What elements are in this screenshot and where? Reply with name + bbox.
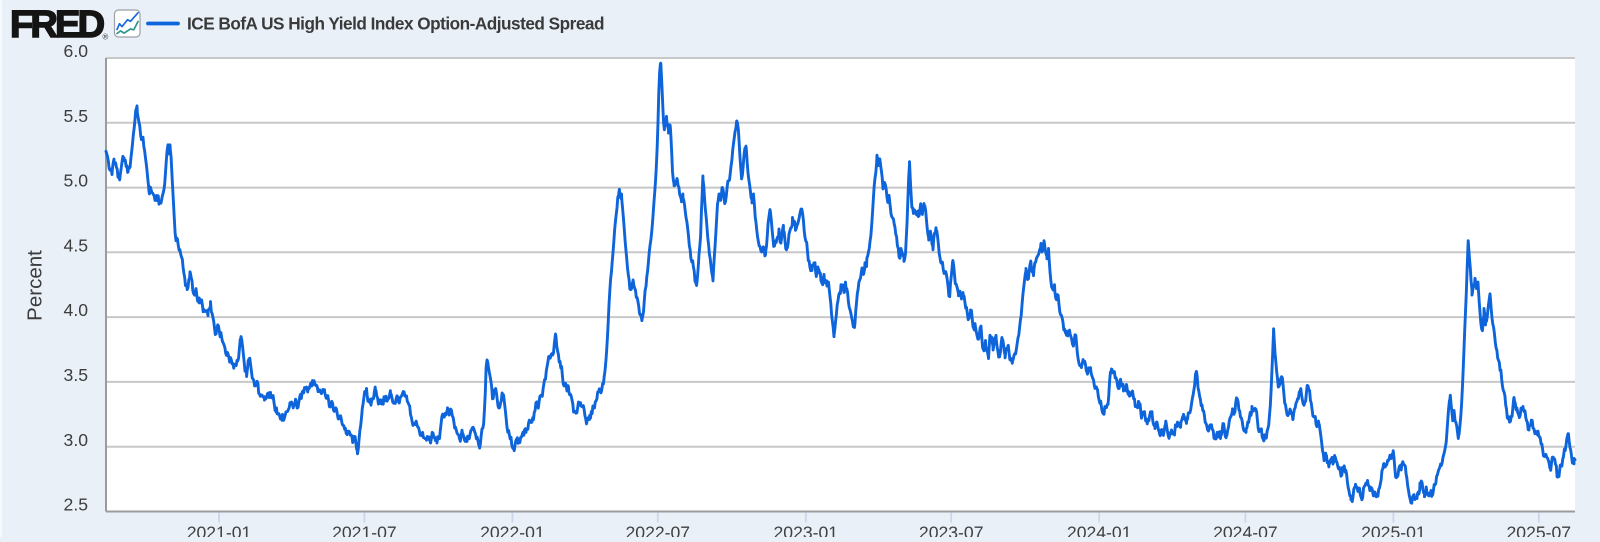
svg-text:2024-01: 2024-01 [1067,523,1132,538]
svg-text:Percent: Percent [24,250,47,321]
svg-text:2023-07: 2023-07 [919,523,984,538]
svg-text:5.0: 5.0 [64,171,89,191]
svg-text:2022-01: 2022-01 [480,523,545,538]
svg-text:2025-01: 2025-01 [1361,523,1426,538]
svg-text:®: ® [103,33,109,42]
svg-text:4.5: 4.5 [64,235,89,255]
svg-text:2025-07: 2025-07 [1507,523,1572,538]
svg-text:2022-07: 2022-07 [626,523,691,538]
svg-text:2021-07: 2021-07 [332,523,397,538]
svg-text:FRED: FRED [10,4,104,46]
svg-text:2023-01: 2023-01 [774,523,839,538]
svg-text:2.5: 2.5 [64,495,89,515]
svg-text:2021-01: 2021-01 [187,523,252,538]
svg-text:3.0: 3.0 [64,430,89,450]
svg-text:5.5: 5.5 [64,106,89,126]
svg-text:6.0: 6.0 [64,41,89,61]
svg-text:2024-07: 2024-07 [1213,523,1278,538]
svg-text:ICE BofA US High Yield Index O: ICE BofA US High Yield Index Option-Adju… [187,14,604,34]
svg-text:3.5: 3.5 [64,365,89,385]
svg-text:4.0: 4.0 [64,300,89,320]
